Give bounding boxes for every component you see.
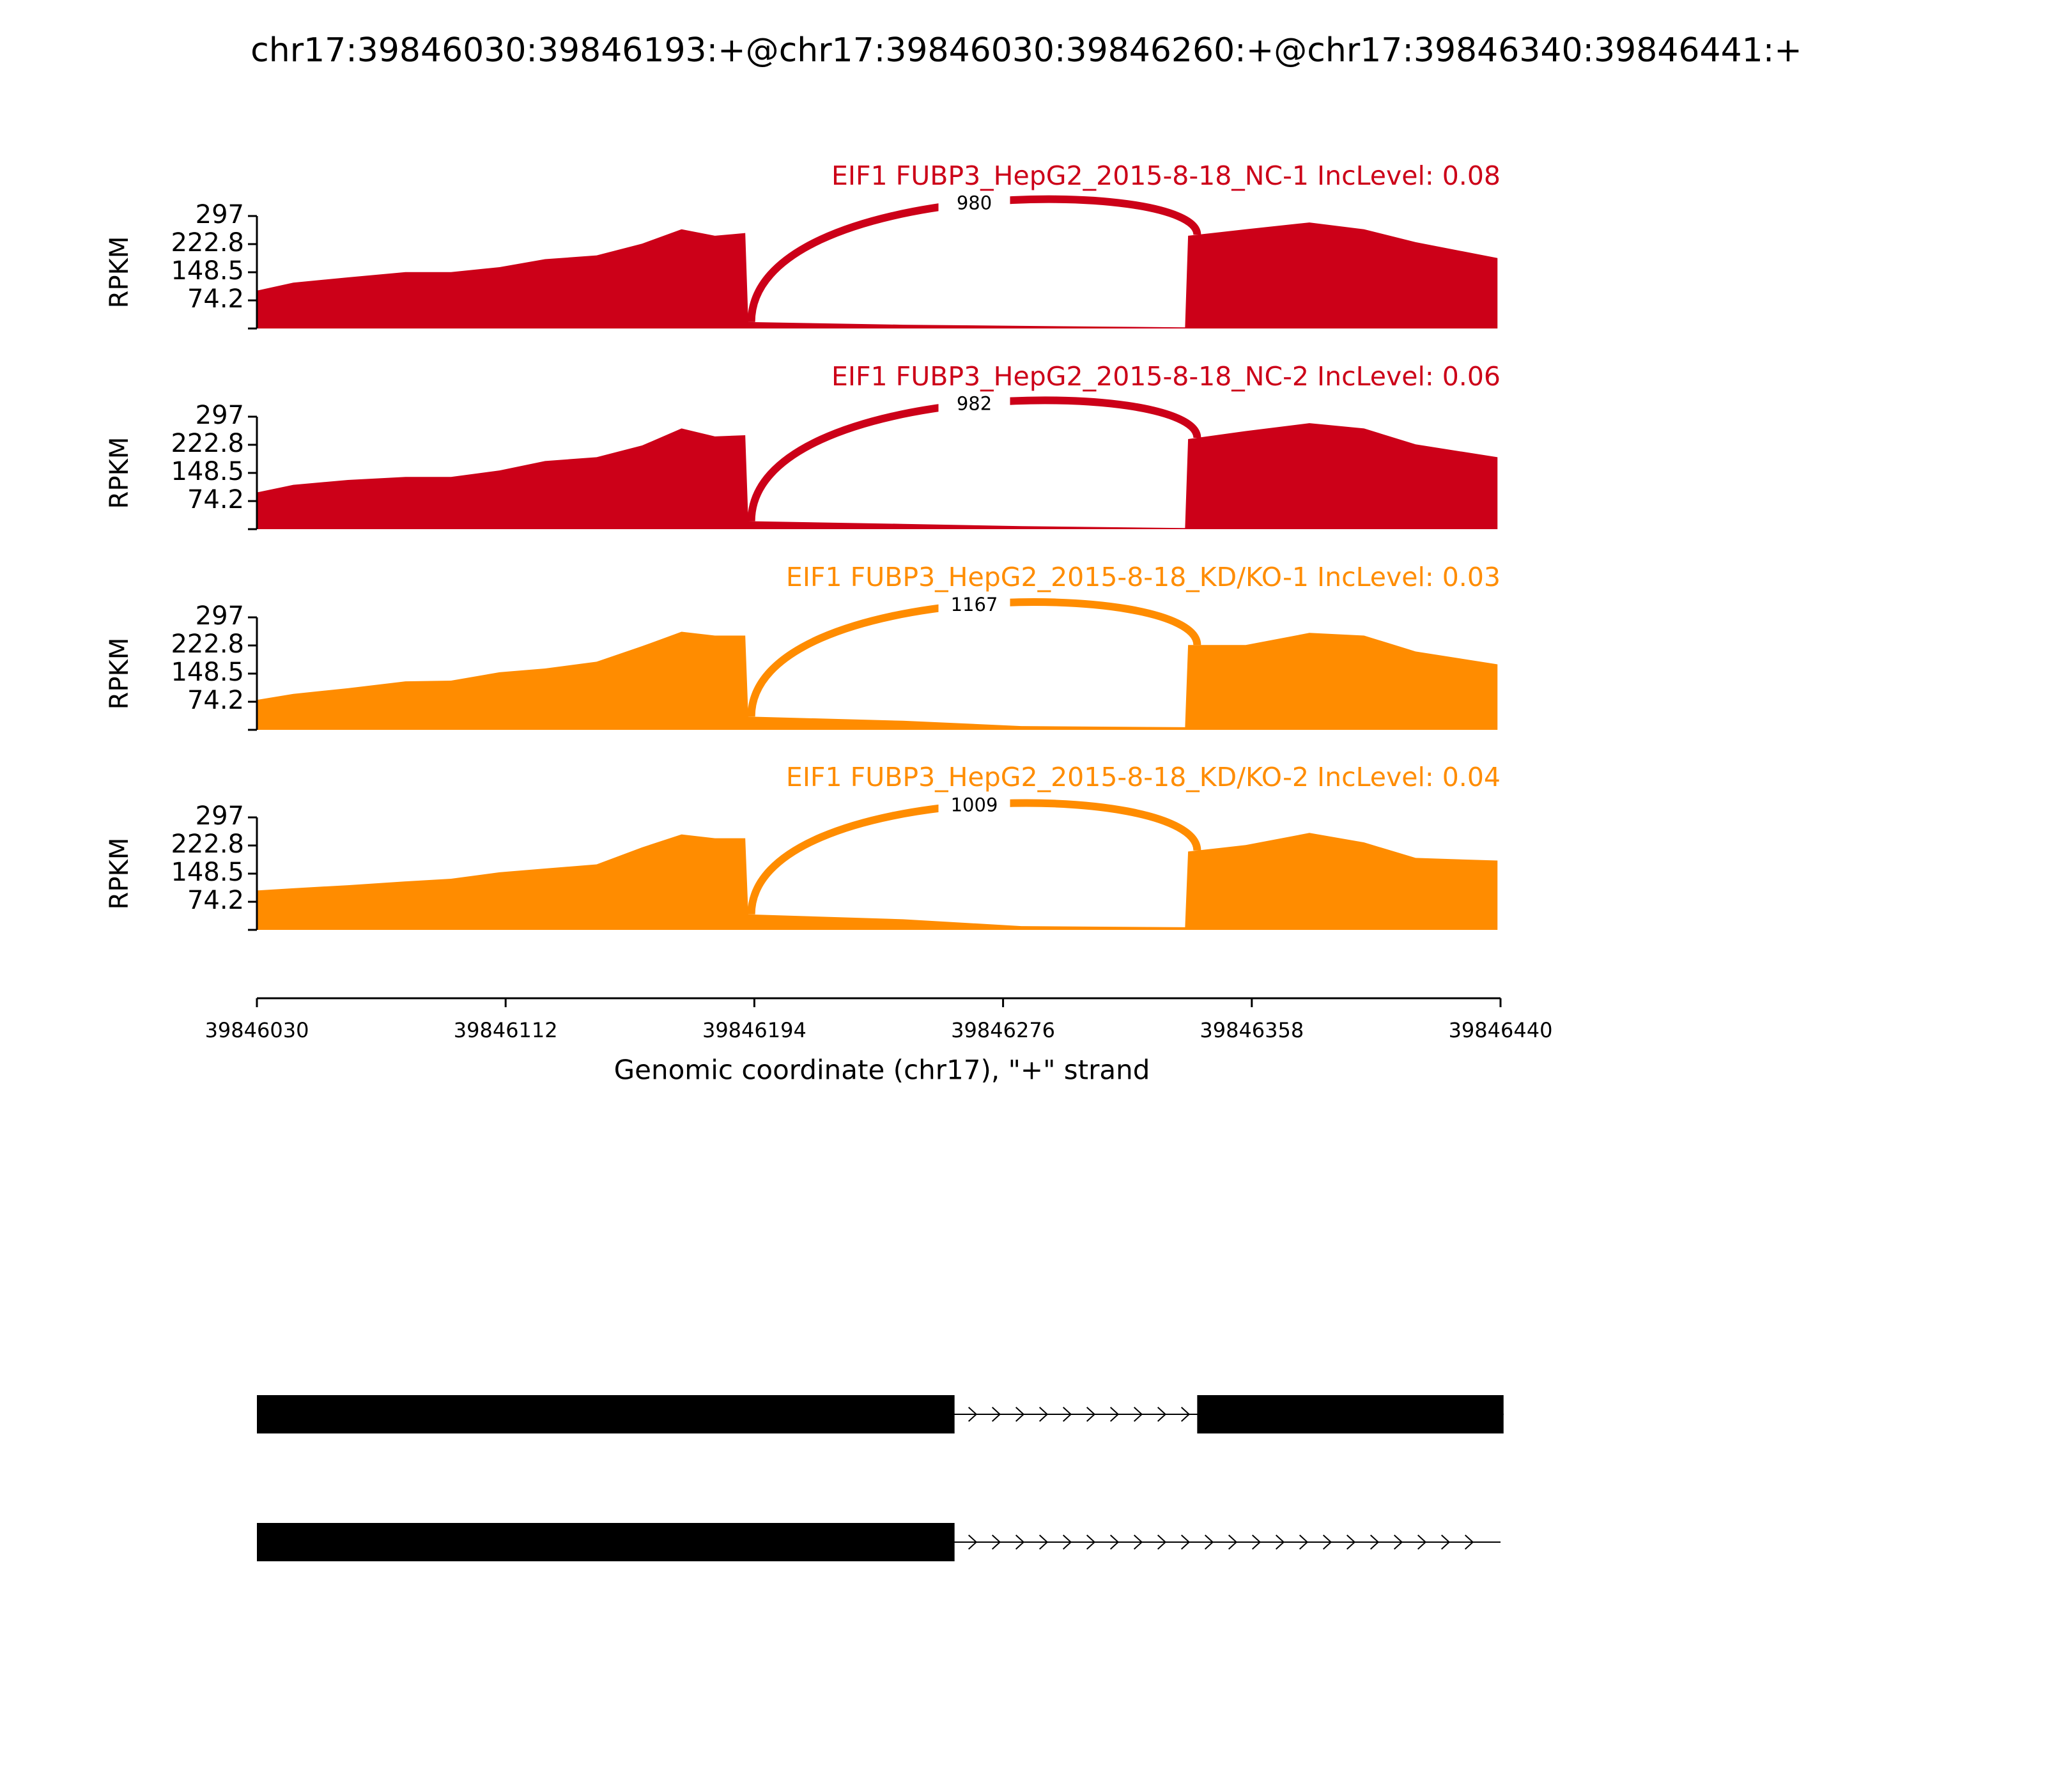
x-axis-label: Genomic coordinate (chr17), "+" strand	[614, 1054, 1150, 1086]
y-tick-label: 222.8	[171, 429, 244, 458]
junction-arc	[747, 799, 1201, 915]
strand-arrow	[1109, 1534, 1120, 1550]
junction-label-bg	[938, 194, 1010, 212]
strand-arrow	[1228, 1534, 1238, 1550]
strand-arrow	[1157, 1407, 1167, 1422]
strand-arrow	[1015, 1534, 1025, 1550]
strand-arrow	[1346, 1534, 1356, 1550]
y-tick-label: 74.2	[187, 686, 244, 715]
track-title: EIF1 FUBP3_HepG2_2015-8-18_NC-1 IncLevel…	[831, 160, 1501, 191]
y-tick-label: 297	[196, 801, 244, 831]
strand-arrow	[1204, 1534, 1214, 1550]
y-tick-label: 297	[196, 601, 244, 631]
y-tick-label: 148.5	[171, 457, 244, 486]
strand-arrow	[1157, 1534, 1167, 1550]
y-tick-label: 74.2	[187, 485, 244, 514]
strand-arrow	[1275, 1534, 1285, 1550]
strand-arrow	[1086, 1407, 1096, 1422]
strand-arrow	[1180, 1534, 1191, 1550]
track-title: EIF1 FUBP3_HepG2_2015-8-18_NC-2 IncLevel…	[831, 361, 1501, 392]
strand-arrow	[1038, 1534, 1049, 1550]
strand-arrow	[1015, 1407, 1025, 1422]
x-tick-label: 39846440	[1449, 1018, 1553, 1042]
junction-label: 982	[957, 393, 992, 415]
strand-arrow	[1251, 1534, 1262, 1550]
strand-arrow	[1464, 1534, 1474, 1550]
strand-arrow	[968, 1534, 978, 1550]
coverage-area	[257, 222, 1498, 328]
y-tick-label: 74.2	[187, 886, 244, 915]
x-tick-label: 39846112	[454, 1018, 558, 1042]
strand-arrow	[991, 1407, 1001, 1422]
y-tick-label: 74.2	[187, 284, 244, 314]
strand-arrow	[1133, 1407, 1143, 1422]
strand-arrow	[1086, 1534, 1096, 1550]
strand-arrow	[1062, 1534, 1072, 1550]
junction-arc	[747, 396, 1201, 521]
x-tick-label: 39846276	[951, 1018, 1055, 1042]
track-title: EIF1 FUBP3_HepG2_2015-8-18_KD/KO-2 IncLe…	[786, 762, 1501, 792]
strand-arrow	[1133, 1534, 1143, 1550]
junction-label-bg	[938, 595, 1010, 614]
coverage-area	[257, 631, 1498, 730]
strand-arrow	[1038, 1407, 1049, 1422]
y-tick-label: 148.5	[171, 658, 244, 687]
junction-label-bg	[938, 394, 1010, 413]
strand-arrow	[1417, 1534, 1427, 1550]
y-tick-label: 222.8	[171, 830, 244, 859]
y-tick-label: 297	[196, 401, 244, 430]
y-tick-label: 148.5	[171, 858, 244, 887]
track-title: EIF1 FUBP3_HepG2_2015-8-18_KD/KO-1 IncLe…	[786, 562, 1501, 592]
strand-arrow	[1109, 1407, 1120, 1422]
y-tick-label: 297	[196, 200, 244, 229]
y-axis-label: RPKM	[105, 838, 134, 910]
exon	[257, 1395, 955, 1433]
strand-arrow	[1440, 1534, 1451, 1550]
x-tick-label: 39846358	[1200, 1018, 1304, 1042]
strand-arrow	[991, 1534, 1001, 1550]
strand-arrow	[968, 1407, 978, 1422]
strand-arrow	[1180, 1407, 1191, 1422]
junction-arc	[747, 598, 1201, 717]
strand-arrow	[1393, 1534, 1403, 1550]
y-tick-label: 222.8	[171, 228, 244, 258]
strand-arrow	[1062, 1407, 1072, 1422]
strand-arrow	[1370, 1534, 1380, 1550]
y-axis-label: RPKM	[105, 638, 134, 710]
strand-arrow	[1299, 1534, 1309, 1550]
x-tick-label: 39846030	[205, 1018, 309, 1042]
x-tick-label: 39846194	[702, 1018, 806, 1042]
y-tick-label: 222.8	[171, 630, 244, 659]
y-tick-label: 148.5	[171, 256, 244, 286]
exon	[257, 1523, 955, 1561]
y-axis-label: RPKM	[105, 236, 134, 309]
junction-label-bg	[938, 796, 1010, 814]
exon	[1197, 1395, 1504, 1433]
chart-title: chr17:39846030:39846193:+@chr17:39846030…	[251, 31, 1802, 70]
strand-arrow	[1322, 1534, 1332, 1550]
junction-label: 980	[957, 192, 992, 213]
junction-label: 1009	[951, 794, 998, 815]
coverage-area	[257, 833, 1498, 930]
coverage-area	[257, 423, 1498, 529]
y-axis-label: RPKM	[105, 437, 134, 509]
junction-arc	[747, 195, 1201, 322]
junction-label: 1167	[951, 594, 998, 615]
